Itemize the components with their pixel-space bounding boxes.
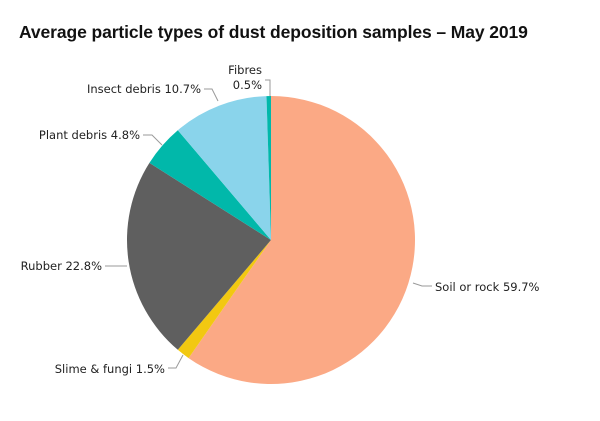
pie-slice-plant-debris — [149, 130, 271, 240]
label-soil-or-rock: Soil or rock 59.7% — [435, 280, 540, 294]
pie-slice-fibres — [266, 95, 271, 240]
leader-lines — [105, 79, 432, 369]
leader-plant — [143, 134, 163, 146]
label-plant-debris: Plant debris 4.8% — [39, 128, 140, 142]
label-slime-and-fungi: Slime & fungi 1.5% — [55, 362, 165, 376]
leader-fibres — [265, 79, 271, 96]
label-rubber: Rubber 22.8% — [21, 259, 102, 273]
label-fibres-value: 0.5% — [233, 78, 262, 92]
leader-slime — [168, 354, 184, 369]
pie-slice-insect-debris — [177, 96, 271, 240]
pie-slice-soil-or-rock — [188, 96, 416, 385]
chart-title: Average particle types of dust depositio… — [19, 22, 528, 42]
label-insect-debris: Insect debris 10.7% — [87, 82, 201, 96]
leader-soil — [412, 282, 432, 287]
pie-slice-rubber — [127, 162, 272, 350]
pie-slices — [127, 95, 416, 385]
leader-insect — [204, 88, 219, 102]
label-fibres: Fibres — [228, 63, 262, 77]
pie-slice-slime-fungi — [177, 240, 271, 359]
